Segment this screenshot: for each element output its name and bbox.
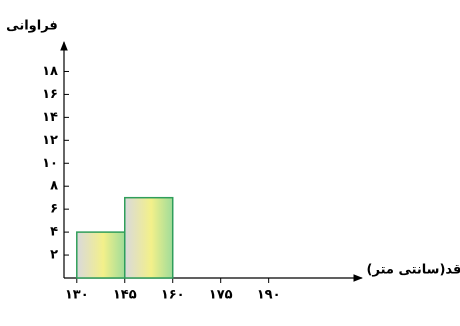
- y-tick-label: ۱۶: [42, 87, 58, 102]
- y-tick-label: ۱۴: [42, 110, 58, 125]
- x-tick-label: ۱۹۰: [257, 288, 281, 303]
- y-axis-title: فراوانی: [6, 19, 58, 34]
- y-tick-label: ۲: [50, 248, 58, 263]
- bar: [76, 231, 126, 279]
- y-tick-label: ۶: [50, 202, 58, 217]
- x-tick-label: ۱۷۵: [209, 288, 233, 303]
- x-tick-label: ۱۴۵: [113, 288, 137, 303]
- bar: [124, 196, 174, 279]
- x-axis-title: قد(سانتی متر): [367, 263, 460, 278]
- y-tick-label: ۱۲: [42, 133, 58, 148]
- y-tick-label: ۱۰: [42, 156, 58, 171]
- x-tick-label: ۱۶۰: [161, 288, 185, 303]
- x-tick-label: ۱۳۰: [65, 288, 89, 303]
- y-tick-label: ۸: [50, 179, 58, 194]
- y-tick-label: ۴: [50, 225, 58, 240]
- y-tick-label: ۱۸: [42, 64, 58, 79]
